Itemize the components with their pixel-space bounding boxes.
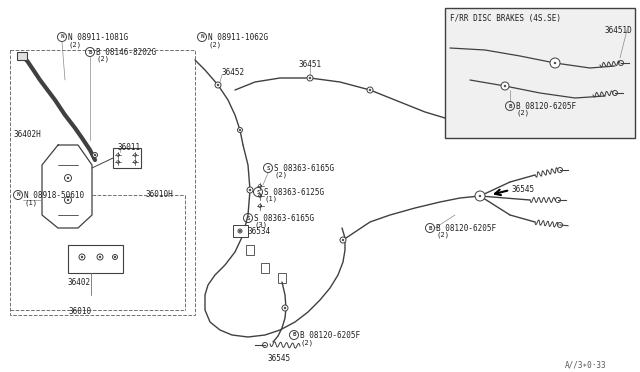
Circle shape xyxy=(93,153,97,157)
Text: F/RR DISC BRAKES (4S.SE): F/RR DISC BRAKES (4S.SE) xyxy=(450,14,561,23)
Text: (2): (2) xyxy=(96,56,109,62)
Text: S 08363-6125G: S 08363-6125G xyxy=(264,188,324,197)
Bar xyxy=(246,245,254,255)
Circle shape xyxy=(249,189,251,191)
Circle shape xyxy=(369,89,371,91)
Text: (2): (2) xyxy=(436,232,449,238)
Bar xyxy=(68,245,123,273)
Text: 36545: 36545 xyxy=(268,354,291,363)
Bar xyxy=(10,50,195,315)
Circle shape xyxy=(97,254,103,260)
Circle shape xyxy=(309,77,311,79)
Circle shape xyxy=(367,87,373,93)
Circle shape xyxy=(284,307,286,309)
Text: (2): (2) xyxy=(208,41,221,48)
Text: B 08120-6205F: B 08120-6205F xyxy=(516,102,576,111)
Bar xyxy=(261,263,269,273)
Text: 36534: 36534 xyxy=(248,227,271,236)
Text: (2): (2) xyxy=(274,172,287,179)
Text: (2): (2) xyxy=(300,339,313,346)
Text: N: N xyxy=(200,35,204,39)
Text: 36451D: 36451D xyxy=(604,26,632,35)
Circle shape xyxy=(217,84,219,86)
Text: N 08918-50610: N 08918-50610 xyxy=(24,191,84,200)
Text: S 08363-6165G: S 08363-6165G xyxy=(254,214,314,223)
Circle shape xyxy=(342,239,344,241)
Circle shape xyxy=(475,191,485,201)
Circle shape xyxy=(237,128,243,132)
Circle shape xyxy=(282,305,288,311)
Text: 36451: 36451 xyxy=(298,60,321,69)
Circle shape xyxy=(307,75,313,81)
Text: S: S xyxy=(266,166,269,170)
Text: S: S xyxy=(256,189,260,195)
Text: A//3∗0·33: A//3∗0·33 xyxy=(565,360,607,369)
Text: S: S xyxy=(246,215,250,221)
Text: 36545: 36545 xyxy=(512,185,535,194)
Text: B: B xyxy=(508,103,512,109)
Text: N: N xyxy=(60,35,64,39)
Circle shape xyxy=(99,256,101,258)
Text: S 08363-6165G: S 08363-6165G xyxy=(274,164,334,173)
Text: B 08146-8202G: B 08146-8202G xyxy=(96,48,156,57)
Circle shape xyxy=(504,85,506,87)
Circle shape xyxy=(550,58,560,68)
Bar xyxy=(113,148,141,168)
Circle shape xyxy=(65,196,72,203)
Text: (2): (2) xyxy=(516,110,529,116)
Circle shape xyxy=(501,82,509,90)
Circle shape xyxy=(65,174,72,182)
Circle shape xyxy=(114,256,116,258)
Text: 36402H: 36402H xyxy=(14,130,42,139)
Circle shape xyxy=(554,62,556,64)
Text: 36010H: 36010H xyxy=(145,190,173,199)
Text: N 08911-1062G: N 08911-1062G xyxy=(208,33,268,42)
Circle shape xyxy=(215,82,221,88)
Circle shape xyxy=(94,154,96,156)
Text: N: N xyxy=(16,192,20,198)
Circle shape xyxy=(79,254,85,260)
Text: 36402: 36402 xyxy=(68,278,91,287)
Circle shape xyxy=(479,195,481,197)
Text: (1): (1) xyxy=(24,199,37,205)
Text: B 08120-6205F: B 08120-6205F xyxy=(300,331,360,340)
Text: (1): (1) xyxy=(264,196,277,202)
Text: B 08120-6205F: B 08120-6205F xyxy=(436,224,496,233)
Text: (3): (3) xyxy=(254,222,267,228)
Circle shape xyxy=(238,229,242,233)
Bar xyxy=(278,273,286,283)
Bar xyxy=(445,8,635,138)
Circle shape xyxy=(67,177,69,179)
Circle shape xyxy=(239,129,241,131)
Circle shape xyxy=(340,237,346,243)
Bar xyxy=(233,225,248,237)
Circle shape xyxy=(247,187,253,193)
Circle shape xyxy=(113,254,118,260)
Text: 36452: 36452 xyxy=(222,68,245,77)
Text: (2): (2) xyxy=(68,41,81,48)
Circle shape xyxy=(81,256,83,258)
Text: N 08911-1081G: N 08911-1081G xyxy=(68,33,128,42)
Circle shape xyxy=(67,199,69,201)
Text: B: B xyxy=(428,225,432,231)
Text: 36011: 36011 xyxy=(118,143,141,152)
Bar xyxy=(17,52,27,60)
Text: B: B xyxy=(292,333,296,337)
Circle shape xyxy=(239,230,241,232)
Text: 36010: 36010 xyxy=(68,307,92,316)
Text: B: B xyxy=(88,49,92,55)
